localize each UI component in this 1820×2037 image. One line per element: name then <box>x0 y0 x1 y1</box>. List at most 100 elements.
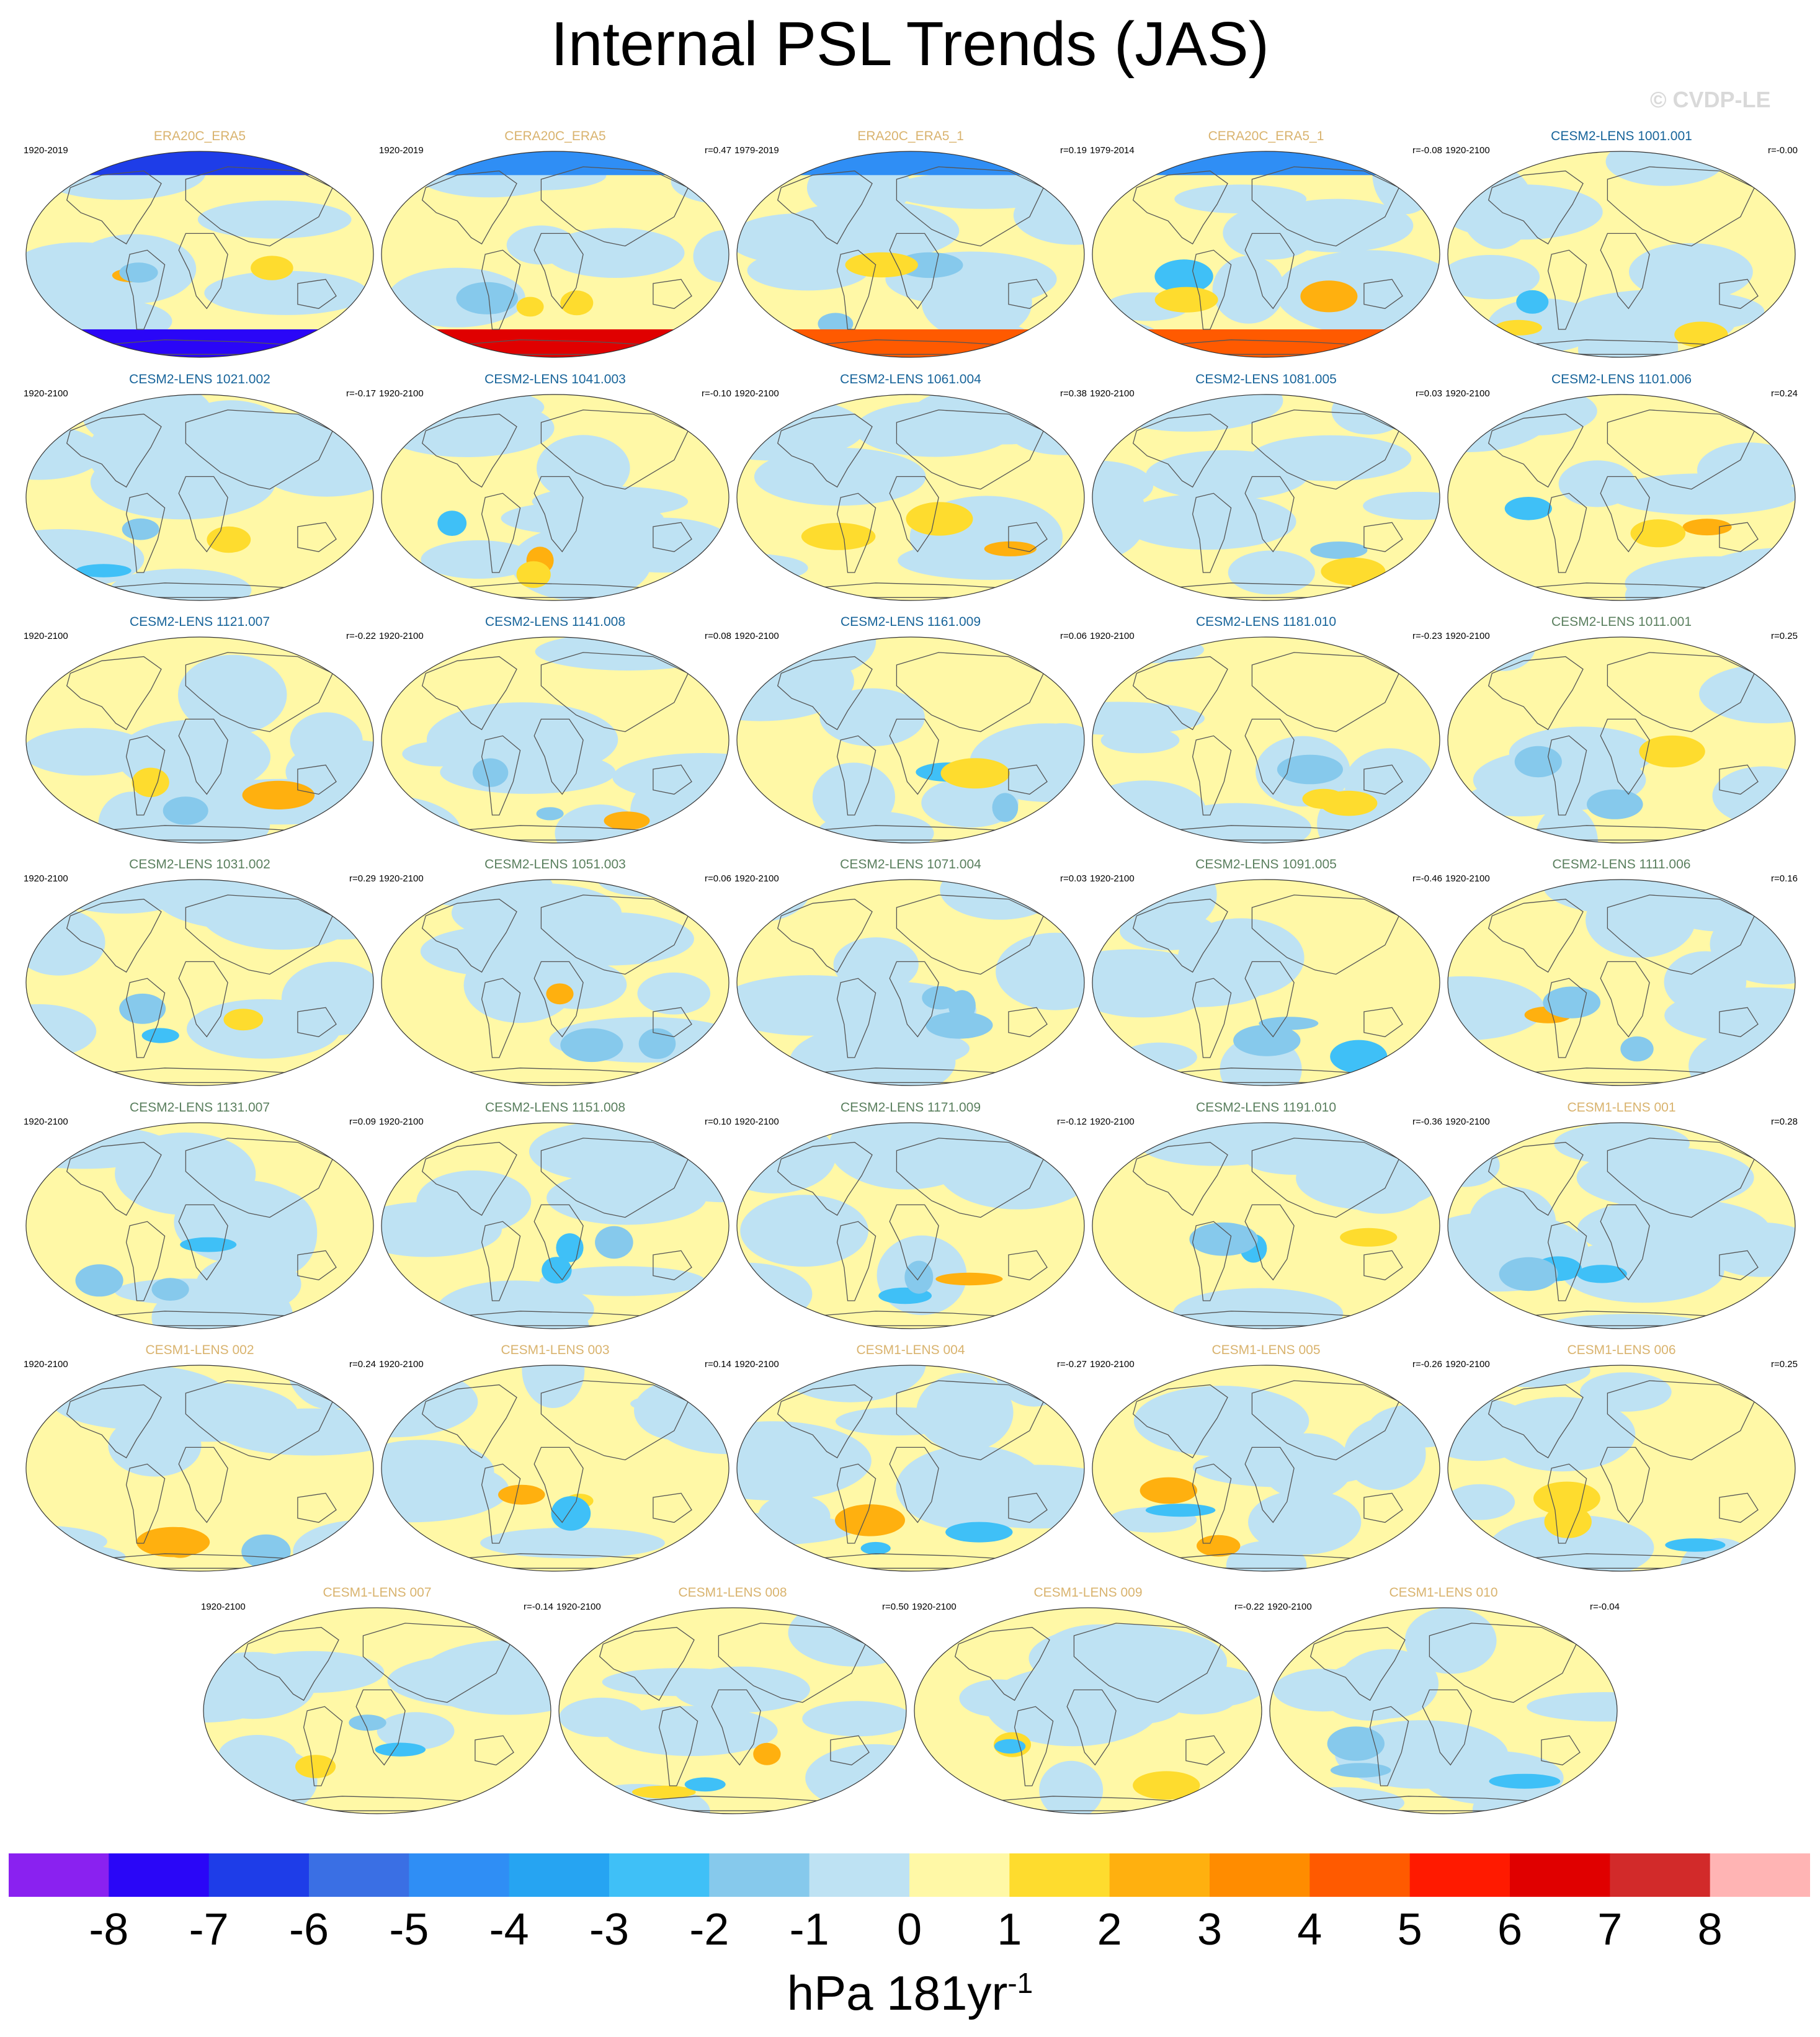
coastline <box>421 898 517 973</box>
negative-trend-region <box>1193 1447 1376 1487</box>
map-border <box>25 879 374 1086</box>
coastline <box>1719 1492 1759 1523</box>
coastline <box>1008 279 1048 310</box>
robinson-map <box>381 394 729 601</box>
negative-trend-region <box>602 1668 758 1696</box>
panel-period: 1920-2100 <box>379 1359 424 1370</box>
coastline <box>421 1141 517 1216</box>
map-border <box>1447 636 1796 844</box>
strong-trend-region <box>560 1028 623 1063</box>
map-panel: CESM2-LENS 1061.004 1920-2100 r=0.38 <box>733 372 1088 603</box>
map-border <box>736 394 1085 601</box>
map-border <box>25 151 374 358</box>
negative-trend-region <box>1212 256 1285 324</box>
strong-trend-region <box>1300 280 1358 313</box>
coastline <box>836 735 877 816</box>
negative-trend-region <box>559 1697 644 1737</box>
coastline <box>1251 1138 1400 1218</box>
map-border <box>1447 1365 1796 1572</box>
map-panel: CESM2-LENS 1121.007 1920-2100 r=-0.22 <box>22 615 377 845</box>
strong-trend-region <box>1516 290 1549 314</box>
map-panel: ERA20C_ERA5_1 1979-2019 r=0.19 <box>733 129 1088 360</box>
panel-title: CESM1-LENS 001 <box>1567 1100 1676 1115</box>
strong-trend-region <box>684 1777 726 1792</box>
negative-trend-region <box>833 937 919 992</box>
map-panel: CERA20C_ERA5 1920-2019 r=0.47 <box>378 129 733 360</box>
colorbar-tick-label: -5 <box>389 1905 429 1955</box>
robinson-map <box>381 151 729 358</box>
panel-correlation: r=0.19 <box>1060 145 1087 156</box>
colorbar-tick-label: -6 <box>288 1905 329 1955</box>
map-border <box>381 1122 729 1329</box>
colorbar-swatch <box>1109 1853 1210 1897</box>
robinson-map <box>25 1122 374 1329</box>
negative-trend-region <box>290 712 363 770</box>
coastline <box>1244 961 1295 1038</box>
coastline <box>1607 166 1755 247</box>
coastline <box>836 249 877 330</box>
colorbar-swatch <box>9 1853 109 1897</box>
panel-title: CESM2-LENS 1101.006 <box>1551 372 1692 386</box>
negative-trend-region <box>817 811 934 843</box>
negative-trend-region <box>834 994 947 1058</box>
map-border <box>381 636 729 844</box>
coastline <box>185 652 334 733</box>
colorbar-tick-label: 8 <box>1697 1905 1723 1955</box>
strong-trend-region <box>1310 542 1368 559</box>
panel-correlation: r=-0.04 <box>1590 1602 1620 1612</box>
strong-trend-region <box>1133 1771 1200 1800</box>
panel-correlation: r=0.08 <box>705 631 731 641</box>
map-border <box>25 1122 374 1329</box>
coastline <box>125 1463 166 1544</box>
robinson-map <box>1092 1122 1440 1329</box>
negative-trend-region <box>203 1693 260 1723</box>
strong-trend-region <box>926 1012 993 1039</box>
map-border <box>1092 394 1440 601</box>
panel-correlation: r=-0.36 <box>1412 1117 1442 1127</box>
coastline <box>1547 978 1587 1058</box>
colorbar <box>9 1853 1810 1897</box>
strong-trend-region <box>753 1742 781 1765</box>
map-border <box>381 879 729 1086</box>
coastline <box>1008 1007 1048 1038</box>
negative-trend-region <box>996 932 1084 1010</box>
strong-trend-region <box>1197 1535 1241 1557</box>
panel-title: CESM2-LENS 1061.004 <box>840 372 981 386</box>
map-border <box>1269 1607 1618 1814</box>
panel-title: CESM1-LENS 004 <box>856 1343 965 1357</box>
map-panel: CESM2-LENS 1171.009 1920-2100 r=-0.12 <box>733 1100 1088 1331</box>
coastline <box>297 1492 337 1523</box>
negative-trend-region <box>1577 1198 1770 1260</box>
coastline <box>777 1141 873 1216</box>
negative-trend-region <box>819 688 925 747</box>
robinson-map <box>736 1122 1085 1329</box>
robinson-map <box>1447 1122 1796 1329</box>
negative-trend-region <box>539 1266 706 1296</box>
colorbar-swatch <box>1009 1853 1110 1897</box>
coastline <box>540 1380 689 1461</box>
panel-title: CESM1-LENS 008 <box>678 1585 787 1600</box>
panel-period: 1920-2019 <box>379 145 424 156</box>
strong-trend-region <box>1533 1481 1600 1515</box>
coastline <box>481 978 521 1058</box>
strong-trend-region <box>845 252 918 278</box>
coastline <box>896 409 1045 490</box>
panel-period: 1920-2100 <box>1267 1602 1312 1612</box>
strong-trend-region <box>945 1522 1013 1543</box>
negative-trend-region <box>1174 184 1307 214</box>
strong-trend-region <box>551 1496 591 1531</box>
coastline <box>1066 1689 1117 1766</box>
strong-trend-region <box>1277 754 1343 785</box>
panel-correlation: r=-0.00 <box>1768 145 1798 156</box>
coastline <box>1719 1007 1759 1038</box>
coastline <box>1488 656 1584 731</box>
coastline <box>178 233 228 310</box>
negative-trend-region <box>418 1640 551 1715</box>
colorbar-tick-label: -7 <box>189 1905 229 1955</box>
coastline <box>1192 978 1232 1058</box>
map-border <box>25 394 374 601</box>
coastline <box>889 476 939 553</box>
map-panel: CESM2-LENS 1051.003 1920-2100 r=0.06 <box>378 857 733 1088</box>
strong-trend-region <box>984 541 1037 556</box>
colorbar-tick-label: 3 <box>1197 1905 1223 1955</box>
